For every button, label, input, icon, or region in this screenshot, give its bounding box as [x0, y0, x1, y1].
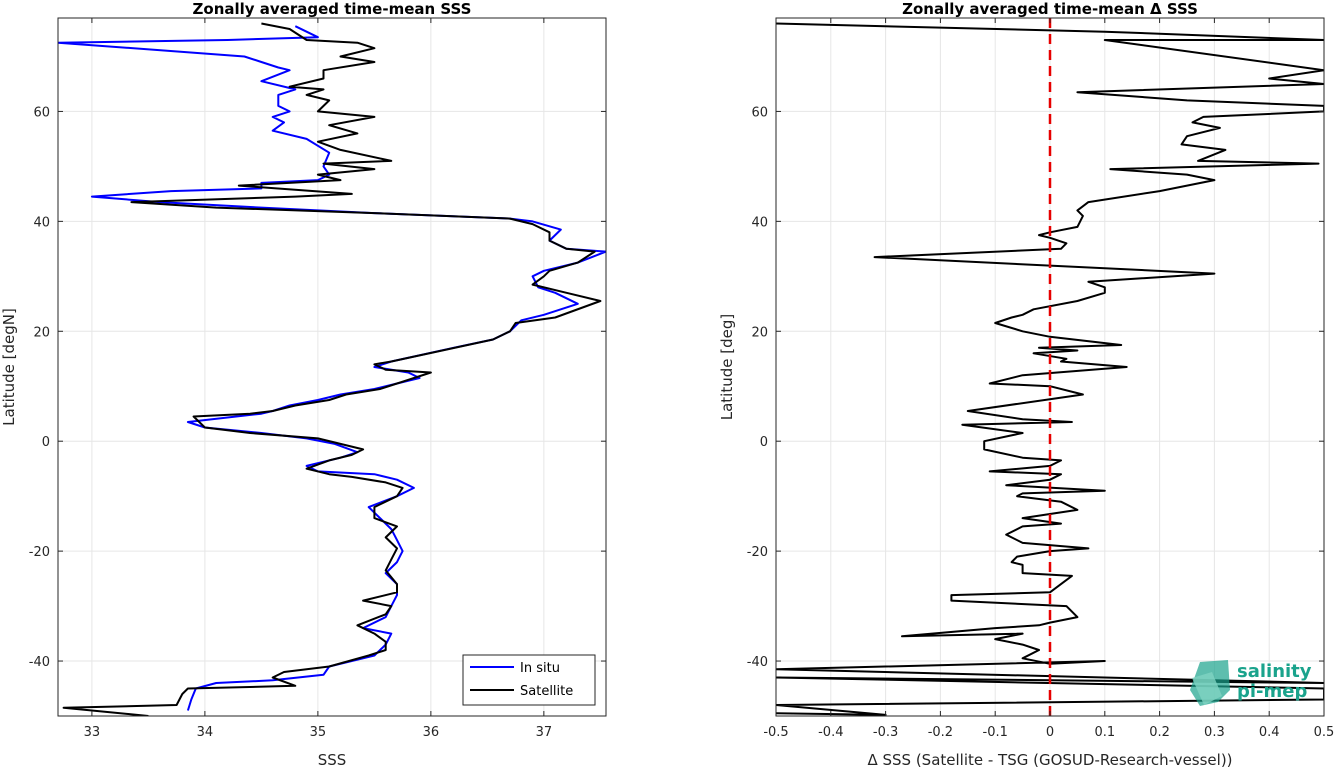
- y-tick-label: 60: [751, 105, 768, 120]
- y-tick-label: 0: [42, 435, 50, 450]
- x-tick-label: 0.4: [1259, 725, 1280, 740]
- logo-text-pi-mep: pi-mep: [1237, 681, 1307, 702]
- sss-y-axis-label: Latitude [degN]: [0, 308, 18, 426]
- sss-x-axis-label: SSS: [318, 751, 347, 769]
- x-tick-label: 33: [84, 725, 101, 740]
- legend-label-in-situ: In situ: [520, 661, 560, 676]
- x-tick-label: -0.1: [983, 725, 1008, 740]
- y-tick-label: -20: [747, 545, 768, 560]
- y-tick-label: 40: [751, 215, 768, 230]
- y-tick-label: -20: [29, 545, 50, 560]
- delta-series-line: [776, 22, 1324, 716]
- sss-series: [58, 22, 606, 716]
- sss-y-ticks: -40 -20 0 20 40 60: [29, 105, 606, 670]
- sss-axes-frame: [57, 17, 607, 717]
- x-tick-label: 34: [197, 725, 214, 740]
- x-tick-label: -0.3: [873, 725, 898, 740]
- x-tick-label: 0.3: [1204, 725, 1225, 740]
- x-tick-label: 0.2: [1149, 725, 1170, 740]
- sss-legend: In situ Satellite: [462, 654, 596, 706]
- y-tick-label: 20: [751, 325, 768, 340]
- delta-sss-y-axis-label: Latitude [deg]: [718, 314, 736, 420]
- y-tick-label: 60: [33, 105, 50, 120]
- x-tick-label: 0: [1046, 725, 1054, 740]
- delta-sss-y-ticks: -40 -20 0 20 40 60: [747, 105, 1324, 670]
- x-tick-label: -0.2: [928, 725, 953, 740]
- y-tick-label: 40: [33, 215, 50, 230]
- logo-text-salinity: salinity: [1237, 661, 1312, 682]
- sss-plot-area: [58, 18, 606, 716]
- delta-sss-chart-title: Zonally averaged time-mean Δ SSS: [902, 0, 1198, 18]
- delta-sss-grid: [775, 18, 1325, 716]
- delta-sss-x-ticks: -0.5 -0.4 -0.3 -0.2 -0.1 0 0.1 0.2 0.3 0.4 0.5: [763, 18, 1334, 740]
- sss-x-ticks: 33 34 35 36 37: [84, 18, 553, 740]
- legend-label-satellite: Satellite: [520, 684, 573, 699]
- x-tick-label: 35: [310, 725, 327, 740]
- sss-panel: 33 34 35 36 37 -40 -20 0 20 40 60 Zonally average…: [0, 0, 607, 769]
- x-tick-label: 0.1: [1094, 725, 1115, 740]
- sss-chart-title: Zonally averaged time-mean SSS: [193, 0, 472, 18]
- delta-sss-panel: salinity pi-mep -0.5 -0.4 -0.3 -0.2 -0.1 0 0.1…: [718, 0, 1334, 769]
- y-tick-label: 20: [33, 325, 50, 340]
- x-tick-label: -0.4: [818, 725, 843, 740]
- x-tick-label: 37: [536, 725, 553, 740]
- delta-sss-x-axis-label: Δ SSS (Satellite - TSG (GOSUD-Research-v…: [867, 751, 1232, 769]
- salinity-pi-mep-logo: salinity pi-mep: [1190, 660, 1312, 706]
- logo-shield-shade-icon: [1192, 672, 1222, 705]
- x-tick-label: 0.5: [1314, 725, 1335, 740]
- series-line-satellite: [62, 22, 602, 716]
- x-tick-label: 36: [423, 725, 440, 740]
- y-tick-label: 0: [760, 435, 768, 450]
- delta-sss-series: [776, 22, 1324, 716]
- x-tick-label: -0.5: [763, 725, 788, 740]
- y-tick-label: -40: [747, 655, 768, 670]
- sss-grid: [58, 18, 606, 716]
- y-tick-label: -40: [29, 655, 50, 670]
